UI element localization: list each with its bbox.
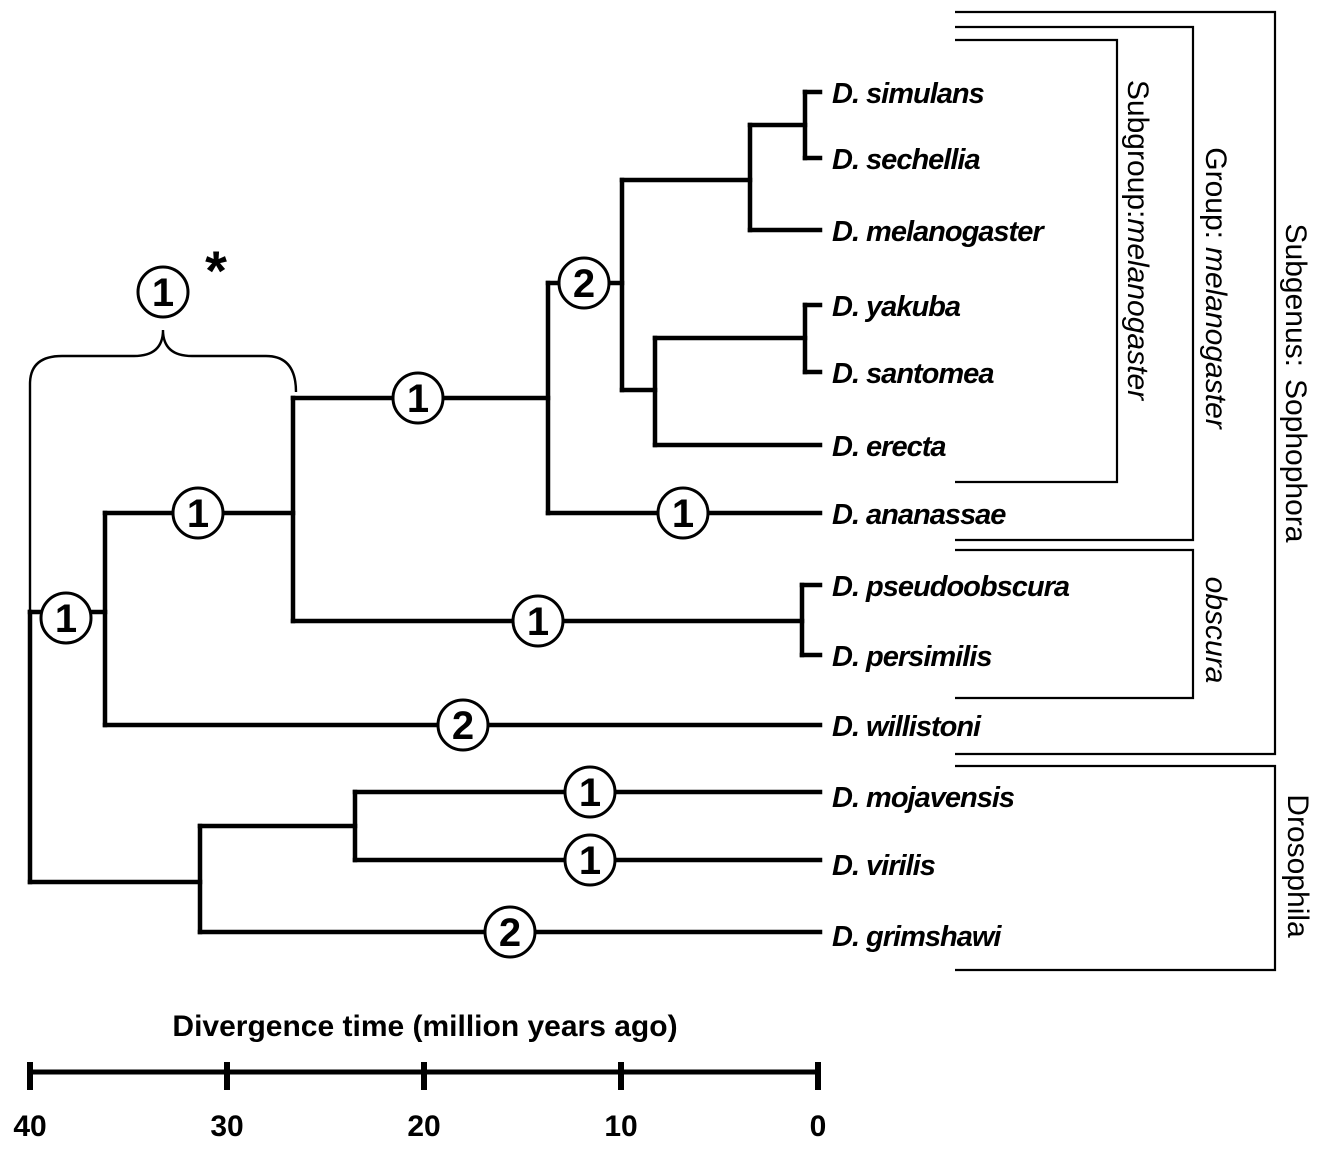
asterisk-mark: * [205, 239, 227, 302]
node-label-obscura-group: 1 [511, 594, 565, 648]
group-label: Group:melanogaster [1199, 147, 1232, 430]
time-axis: Divergence time (million years ago) 40 30… [13, 1010, 826, 1143]
svg-text:2: 2 [452, 704, 474, 748]
taxon-label: D. santomea [832, 358, 994, 390]
taxon-label: D. erecta [832, 431, 946, 463]
node-label-willistoni: 2 [436, 698, 490, 752]
axis-tick-label: 0 [810, 1110, 827, 1143]
svg-text:1: 1 [55, 597, 77, 641]
obscura-label: obscura [1199, 577, 1232, 684]
axis-tick-label: 20 [407, 1110, 440, 1143]
bracket-subgenus-sophophora [955, 10, 1277, 756]
node-label-bracket: 1 [136, 265, 190, 319]
taxon-label: D. persimilis [832, 641, 992, 673]
taxon-label: D. yakuba [832, 291, 961, 323]
node-label-grimshawi: 2 [483, 905, 537, 959]
taxon-label: D. ananassae [832, 499, 1006, 531]
axis-tick-label: 30 [210, 1110, 243, 1143]
taxon-label: D. virilis [832, 850, 936, 882]
svg-text:2: 2 [499, 911, 521, 955]
subgenus-label: Subgenus:Sophophora [1279, 224, 1312, 543]
svg-text:1: 1 [152, 271, 174, 315]
bracket-subgroup-melanogaster [955, 38, 1119, 484]
svg-text:1: 1 [187, 492, 209, 536]
taxon-label: D. sechellia [832, 144, 980, 176]
svg-text:1: 1 [579, 771, 601, 815]
taxon-label: D. simulans [832, 78, 985, 110]
taxon-label: D. willistoni [832, 711, 982, 743]
group-brackets [955, 10, 1277, 972]
node-labels: 1 * 1 1 1 2 1 1 2 [39, 239, 710, 959]
axis-title: Divergence time (million years ago) [172, 1010, 677, 1043]
node-label-mojavensis: 1 [563, 765, 617, 819]
svg-text:1: 1 [407, 377, 429, 421]
bracket-group-melanogaster [955, 25, 1195, 542]
taxon-label: D. pseudoobscura [832, 571, 1070, 603]
svg-text:1: 1 [579, 839, 601, 883]
svg-text:2: 2 [573, 262, 595, 306]
bracket-drosophila [955, 764, 1277, 972]
taxon-label: D. grimshawi [832, 921, 1002, 953]
axis-tick-label: 40 [13, 1110, 46, 1143]
taxon-labels: D. simulans D. sechellia D. melanogaster… [832, 78, 1071, 953]
group-labels: Subgroup:melanogaster Group:melanogaster… [1121, 80, 1314, 938]
svg-text:1: 1 [527, 600, 549, 644]
axis-tick-label: 10 [604, 1110, 637, 1143]
taxon-label: D. mojavensis [832, 782, 1015, 814]
svg-text:1: 1 [672, 492, 694, 536]
node-label-virilis: 1 [563, 833, 617, 887]
curly-bracket [28, 329, 298, 612]
drosophila-label: Drosophila [1281, 794, 1314, 938]
node-label-ananassae: 1 [656, 486, 710, 540]
axis-ticks: 40 30 20 10 0 [13, 1062, 826, 1143]
subgroup-label: Subgroup:melanogaster [1121, 80, 1154, 401]
bracket-obscura [955, 548, 1195, 700]
taxon-label: D. melanogaster [832, 216, 1045, 248]
node-label-mel-obscura: 1 [391, 371, 445, 425]
node-label-mel-core: 2 [557, 256, 611, 310]
node-label-root: 1 [39, 591, 93, 645]
node-label-sophophora-inner: 1 [171, 486, 225, 540]
